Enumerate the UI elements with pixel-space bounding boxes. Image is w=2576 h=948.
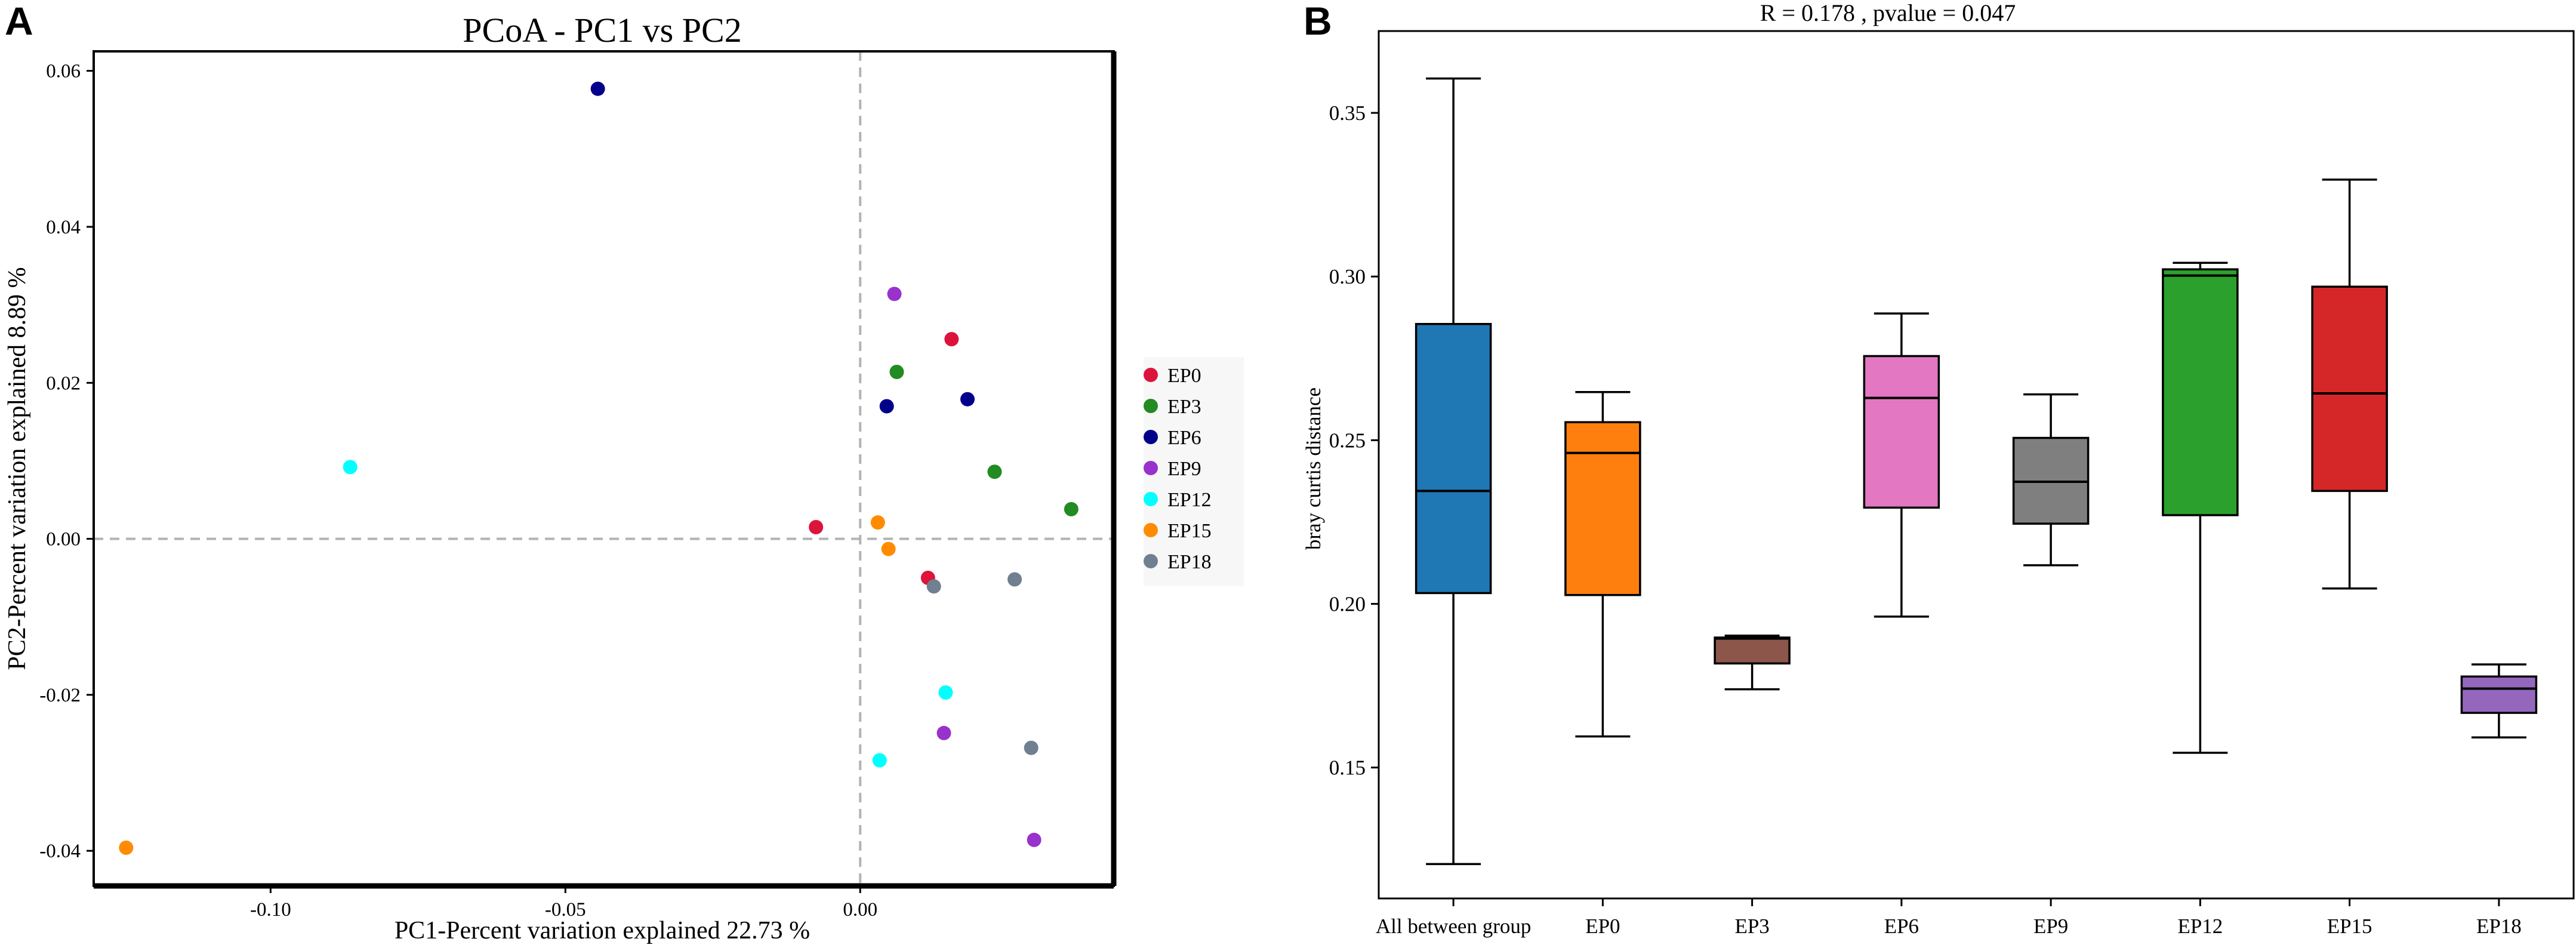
x-tick-label: EP6: [1884, 915, 1919, 938]
data-point-ep3: [1064, 501, 1079, 516]
y-tick-label: 0.25: [1329, 429, 1366, 452]
y-tick-label: 0.02: [46, 373, 81, 394]
x-tick-label: -0.10: [250, 899, 291, 921]
x-tick-label: 0.00: [843, 899, 877, 921]
legend-marker-ep15: [1144, 523, 1158, 537]
pcoa-scatter-chart: PCoA - PC1 vs PC2 -0.10 -0.05 0.00 -0.04 -0.0…: [4, 11, 1244, 944]
box-ep18: [2460, 675, 2538, 714]
data-point-ep6: [960, 392, 975, 407]
box-all-between-group: [1415, 322, 1492, 595]
legend-label: EP18: [1167, 551, 1212, 573]
x-tick-label: EP3: [1734, 915, 1769, 938]
data-point-ep18: [926, 579, 941, 594]
data-point-ep9: [936, 725, 951, 740]
legend-marker-ep18: [1144, 554, 1158, 568]
x-tick-label: -0.05: [545, 899, 586, 921]
panel-b-label: B: [1304, 0, 1332, 43]
data-point-ep12: [872, 753, 887, 768]
y-tick-label: 0.30: [1329, 265, 1366, 288]
y-axis-label: bray curtis distance: [1302, 387, 1325, 550]
x-tick-label: All between group: [1376, 915, 1531, 938]
data-point-ep12: [938, 685, 953, 700]
data-point-ep0: [809, 519, 824, 534]
data-point-ep6: [879, 399, 894, 414]
chart-b-title: R = 0.178 , pvalue = 0.047: [1760, 0, 2016, 26]
data-point-ep15: [119, 840, 134, 855]
legend-label: EP3: [1167, 396, 1201, 418]
y-tick-label: 0.04: [46, 217, 81, 238]
legend-label: EP9: [1167, 458, 1201, 480]
x-tick-label: EP15: [2327, 915, 2372, 938]
chart-a-title: PCoA - PC1 vs PC2: [463, 11, 741, 50]
y-tick-label: 0.06: [46, 61, 81, 82]
x-tick-label: EP0: [1585, 915, 1620, 938]
x-axis-label: PC1-Percent variation explained 22.73 %: [395, 917, 810, 944]
box-ep6: [1863, 355, 1940, 509]
y-tick-label: 0.15: [1329, 756, 1366, 780]
legend-label: EP12: [1167, 489, 1212, 511]
x-tick-label: EP12: [2177, 915, 2223, 938]
legend-marker-ep6: [1144, 430, 1158, 444]
box-ep12: [2162, 268, 2239, 516]
plot-frame-b: [1378, 30, 2575, 900]
data-point-ep15: [870, 515, 885, 530]
data-point-ep6: [590, 81, 605, 96]
x-tick-label: EP9: [2033, 915, 2068, 938]
y-tick-label: 0.20: [1329, 593, 1366, 616]
data-point-ep9: [1027, 832, 1042, 847]
box-ep0: [1564, 421, 1641, 596]
x-tick-label: EP18: [2476, 915, 2522, 938]
legend-marker-ep9: [1144, 461, 1158, 475]
legend-marker-ep3: [1144, 399, 1158, 413]
legend-label: EP0: [1167, 365, 1201, 387]
plot-frame-a: [93, 50, 1115, 887]
y-tick-label: 0.35: [1329, 101, 1366, 125]
bray-curtis-boxplot: R = 0.178 , pvalue = 0.047 0.15 0.20 0.25 0.…: [1302, 0, 2575, 938]
box-ep3: [1714, 636, 1791, 665]
data-point-ep3: [889, 364, 904, 379]
y-tick-label: -0.04: [39, 841, 81, 862]
data-point-ep18: [1007, 572, 1022, 587]
legend-label: EP15: [1167, 520, 1212, 542]
data-point-ep3: [987, 464, 1002, 479]
legend-marker-ep12: [1144, 492, 1158, 506]
data-point-ep9: [887, 287, 902, 301]
y-tick-label: 0.00: [46, 529, 81, 550]
data-point-ep15: [881, 541, 896, 556]
data-point-ep18: [1024, 740, 1039, 755]
data-point-ep12: [343, 460, 358, 475]
data-point-ep0: [944, 332, 959, 347]
panel-a-label: A: [5, 0, 33, 43]
box-ep15: [2311, 285, 2388, 493]
legend-label: EP6: [1167, 427, 1201, 449]
legend-box: [1144, 357, 1244, 586]
y-tick-label: -0.02: [39, 685, 81, 706]
y-axis-label: PC2-Percent variation explained 8.89 %: [4, 267, 31, 670]
legend-marker-ep0: [1144, 368, 1158, 382]
